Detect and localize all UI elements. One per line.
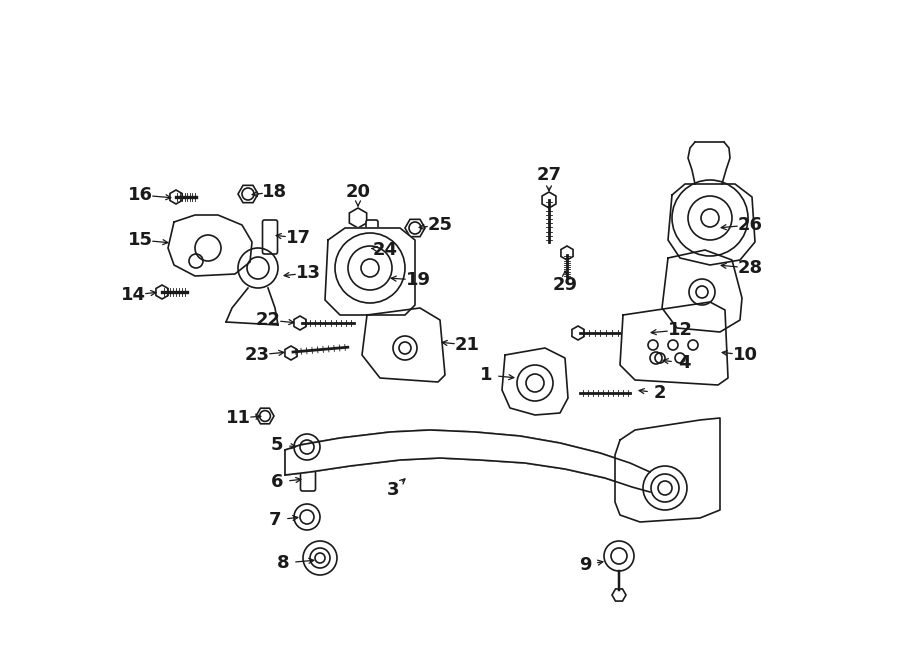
Polygon shape	[662, 250, 742, 332]
Text: 29: 29	[553, 276, 578, 294]
Polygon shape	[620, 302, 728, 385]
Text: 6: 6	[271, 473, 284, 491]
Polygon shape	[168, 215, 252, 276]
Polygon shape	[572, 326, 584, 340]
Text: 21: 21	[454, 336, 480, 354]
Polygon shape	[362, 308, 445, 382]
Polygon shape	[349, 208, 366, 228]
Polygon shape	[405, 219, 425, 237]
FancyBboxPatch shape	[301, 467, 316, 491]
Text: 2: 2	[653, 384, 666, 402]
Text: 9: 9	[579, 556, 591, 574]
Text: 16: 16	[128, 186, 152, 204]
Polygon shape	[285, 346, 297, 360]
Polygon shape	[238, 185, 258, 203]
Text: 12: 12	[668, 321, 692, 339]
Polygon shape	[542, 192, 556, 208]
Polygon shape	[615, 418, 720, 522]
Polygon shape	[668, 184, 755, 265]
Text: 3: 3	[387, 481, 400, 499]
Text: 15: 15	[128, 231, 152, 249]
Text: 10: 10	[733, 346, 758, 364]
Polygon shape	[156, 285, 168, 299]
Polygon shape	[612, 589, 626, 601]
Text: 11: 11	[226, 409, 250, 427]
Text: 4: 4	[678, 354, 690, 372]
Text: 23: 23	[245, 346, 269, 364]
Text: 24: 24	[373, 241, 398, 259]
FancyBboxPatch shape	[647, 343, 665, 373]
Text: 18: 18	[263, 183, 288, 201]
Polygon shape	[325, 228, 415, 315]
Text: 7: 7	[269, 511, 281, 529]
Text: 14: 14	[121, 286, 146, 304]
Polygon shape	[256, 408, 274, 424]
Text: 19: 19	[406, 271, 430, 289]
Text: 1: 1	[480, 366, 492, 384]
Text: 28: 28	[737, 259, 762, 277]
Polygon shape	[561, 246, 573, 260]
Text: 13: 13	[295, 264, 320, 282]
FancyBboxPatch shape	[263, 220, 277, 254]
Polygon shape	[502, 348, 568, 415]
Text: 26: 26	[737, 216, 762, 234]
Text: 5: 5	[271, 436, 284, 454]
Polygon shape	[294, 316, 306, 330]
Text: 25: 25	[428, 216, 453, 234]
Polygon shape	[285, 430, 650, 492]
Text: 17: 17	[285, 229, 310, 247]
Text: 27: 27	[536, 166, 562, 184]
Text: 22: 22	[256, 311, 281, 329]
Text: 20: 20	[346, 183, 371, 201]
Polygon shape	[170, 190, 182, 204]
FancyBboxPatch shape	[366, 220, 378, 264]
Text: 8: 8	[276, 554, 289, 572]
